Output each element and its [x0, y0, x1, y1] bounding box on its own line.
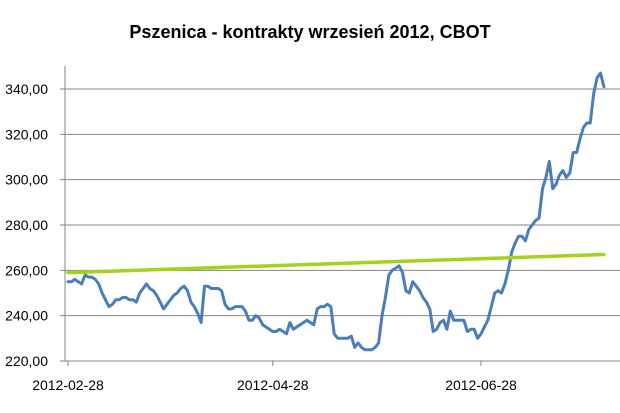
x-tick-labels: 2012-02-28 2012-04-28 2012-06-28 [32, 377, 517, 393]
series-line-price [66, 71, 606, 352]
y-tick-label: 260,00 [5, 262, 48, 278]
x-tick-label: 2012-02-28 [32, 377, 104, 393]
axes [64, 66, 620, 362]
chart-title: Pszenica - kontrakty wrzesień 2012, CBOT [129, 22, 490, 42]
series [66, 71, 606, 352]
y-tick-label: 220,00 [5, 353, 48, 369]
x-tick-label: 2012-04-28 [237, 377, 309, 393]
y-tick-labels: 220,00 240,00 260,00 280,00 300,00 320,00 340,… [5, 81, 48, 369]
y-tick-label: 240,00 [5, 308, 48, 324]
y-tick-label: 340,00 [5, 81, 48, 97]
x-tick-label: 2012-06-28 [445, 377, 517, 393]
series-line-trend [66, 252, 606, 275]
y-tick-label: 300,00 [5, 172, 48, 188]
y-tick-label: 320,00 [5, 126, 48, 142]
y-tick-label: 280,00 [5, 217, 48, 233]
